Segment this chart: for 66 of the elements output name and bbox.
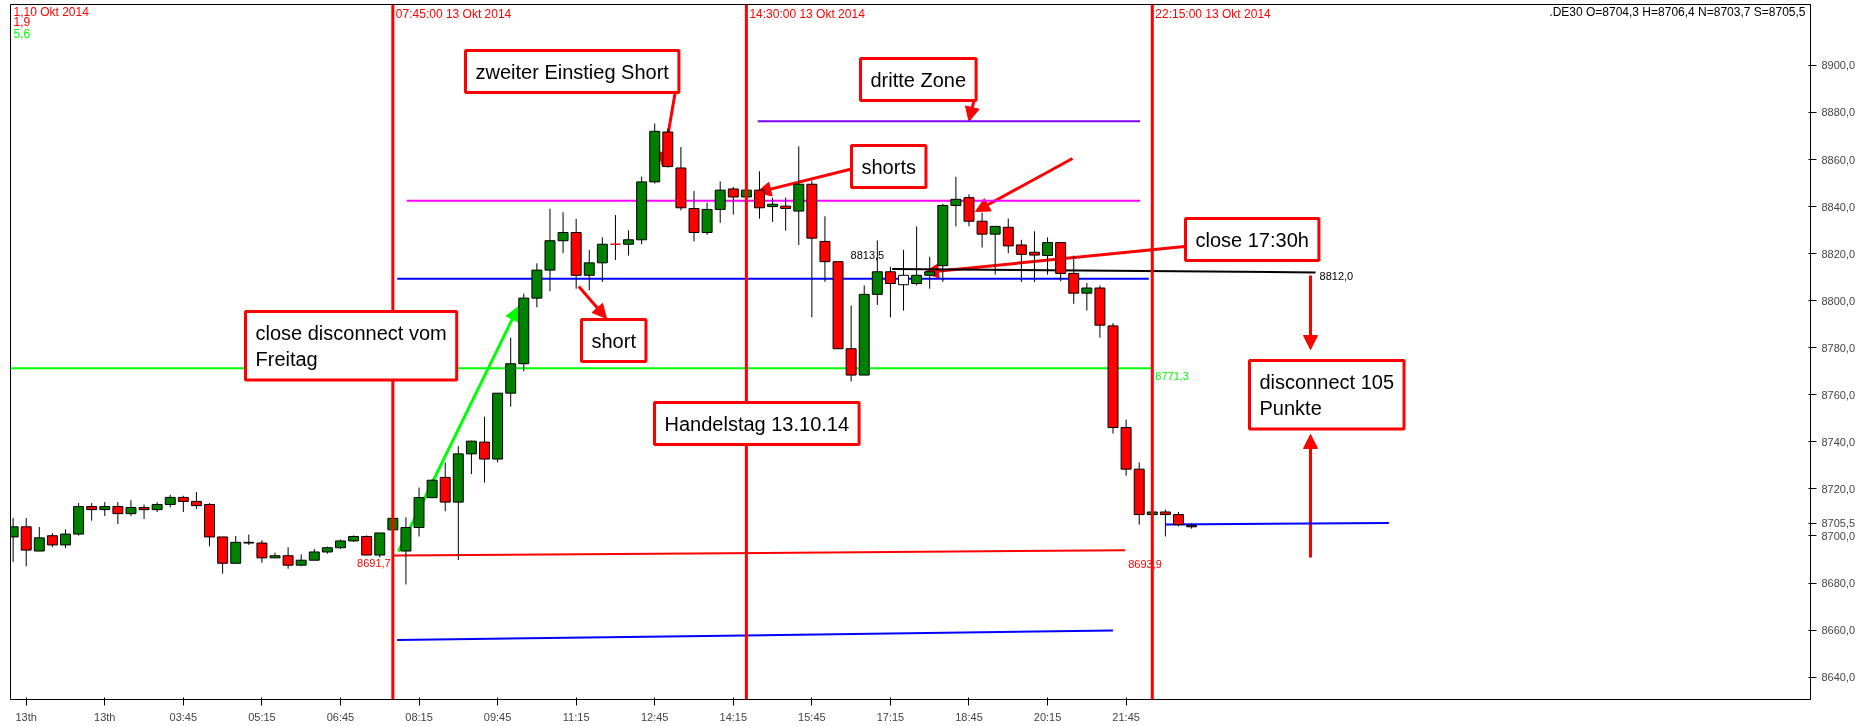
candlestick	[479, 416, 490, 484]
ref-line-label: 14:30:00 13 Okt 2014	[749, 6, 866, 21]
annotation: shorts	[861, 155, 916, 178]
y-tick-label: 8800,0	[1821, 294, 1856, 307]
annotation: zweiter Einstieg Short	[475, 60, 670, 83]
candlestick	[1159, 509, 1171, 537]
annotation: close 17:30h	[1195, 228, 1309, 251]
candlestick	[557, 211, 569, 254]
x-tick-label: 03:45	[169, 710, 198, 723]
x-tick-label: 09:45	[483, 710, 512, 723]
x-tick-label: 21:45	[1112, 710, 1140, 723]
candlestick	[1002, 218, 1014, 254]
y-tick-label: 8900,0	[1821, 59, 1856, 72]
y-tick-label: 8880,0	[1821, 106, 1856, 119]
candlestick	[374, 532, 386, 558]
y-tick-label: 8640,0	[1821, 671, 1856, 684]
x-tick-label: 06:45	[326, 710, 355, 723]
annotation: 8771,3	[1155, 370, 1189, 383]
x-tick-label: 20:15	[1033, 710, 1062, 723]
candlestick	[112, 501, 124, 525]
annotation: disconnect 105 Punkte	[1259, 370, 1395, 419]
annotation: Handelstag 13.10.14	[664, 412, 850, 435]
annotation: close disconnect vom Freitag	[255, 321, 447, 370]
y-tick-label: 8840,0	[1821, 200, 1856, 213]
candlestick	[609, 214, 621, 261]
annotation: 8691,7	[357, 556, 391, 569]
candlestick	[230, 535, 242, 564]
x-tick-label: 11:15	[562, 710, 590, 723]
y-tick-label: 8860,0	[1821, 153, 1856, 166]
candlestick	[1081, 282, 1093, 312]
x-tick-label: 18:45	[955, 710, 983, 723]
y-tick-label: 8820,0	[1821, 247, 1856, 260]
candlestick	[819, 215, 831, 283]
candlestick	[60, 528, 71, 549]
candlestick	[714, 180, 726, 224]
x-tick-label: 13th	[94, 710, 116, 723]
annotation: dritte Zone	[870, 68, 967, 91]
x-tick-label: 12:45	[640, 710, 669, 723]
y-tick-label: 8760,0	[1821, 388, 1856, 401]
x-tick-label: 14:15	[719, 710, 748, 723]
annotation: .DE30 O=8704,3 H=8706,4 N=8703,7 S=8705,5	[1549, 4, 1806, 19]
annotation: short	[591, 329, 637, 352]
y-tick-label: 8705,5	[1821, 517, 1856, 530]
candlestick	[767, 197, 779, 223]
ref-line-label: 22:15:00 13 Okt 2014	[1155, 6, 1272, 21]
y-tick-label: 8660,0	[1821, 624, 1856, 637]
candlestick	[780, 197, 792, 232]
candlestick	[20, 517, 32, 567]
x-tick-label: 17:15	[876, 710, 905, 723]
y-tick-label: 8700,0	[1821, 529, 1856, 542]
ref-line-label: 07:45:00 13 Okt 2014	[395, 6, 512, 21]
candlestick	[465, 440, 477, 475]
x-tick-label: 08:15	[405, 710, 433, 723]
y-tick-label: 8740,0	[1821, 435, 1856, 448]
x-tick-label: 15:45	[798, 710, 826, 723]
x-tick-label: 05:15	[248, 710, 276, 723]
candlestick	[596, 236, 608, 283]
x-tick-label: 13th	[15, 710, 37, 723]
candlestick	[33, 526, 45, 552]
y-tick-label: 8680,0	[1821, 577, 1856, 590]
y-tick-label: 8780,0	[1821, 341, 1856, 354]
y-tick-label: 8720,0	[1821, 482, 1856, 495]
candlestick	[727, 186, 739, 216]
candlestick	[583, 249, 595, 291]
annotation: 8812,0	[1319, 270, 1354, 283]
candlestick	[623, 229, 635, 257]
